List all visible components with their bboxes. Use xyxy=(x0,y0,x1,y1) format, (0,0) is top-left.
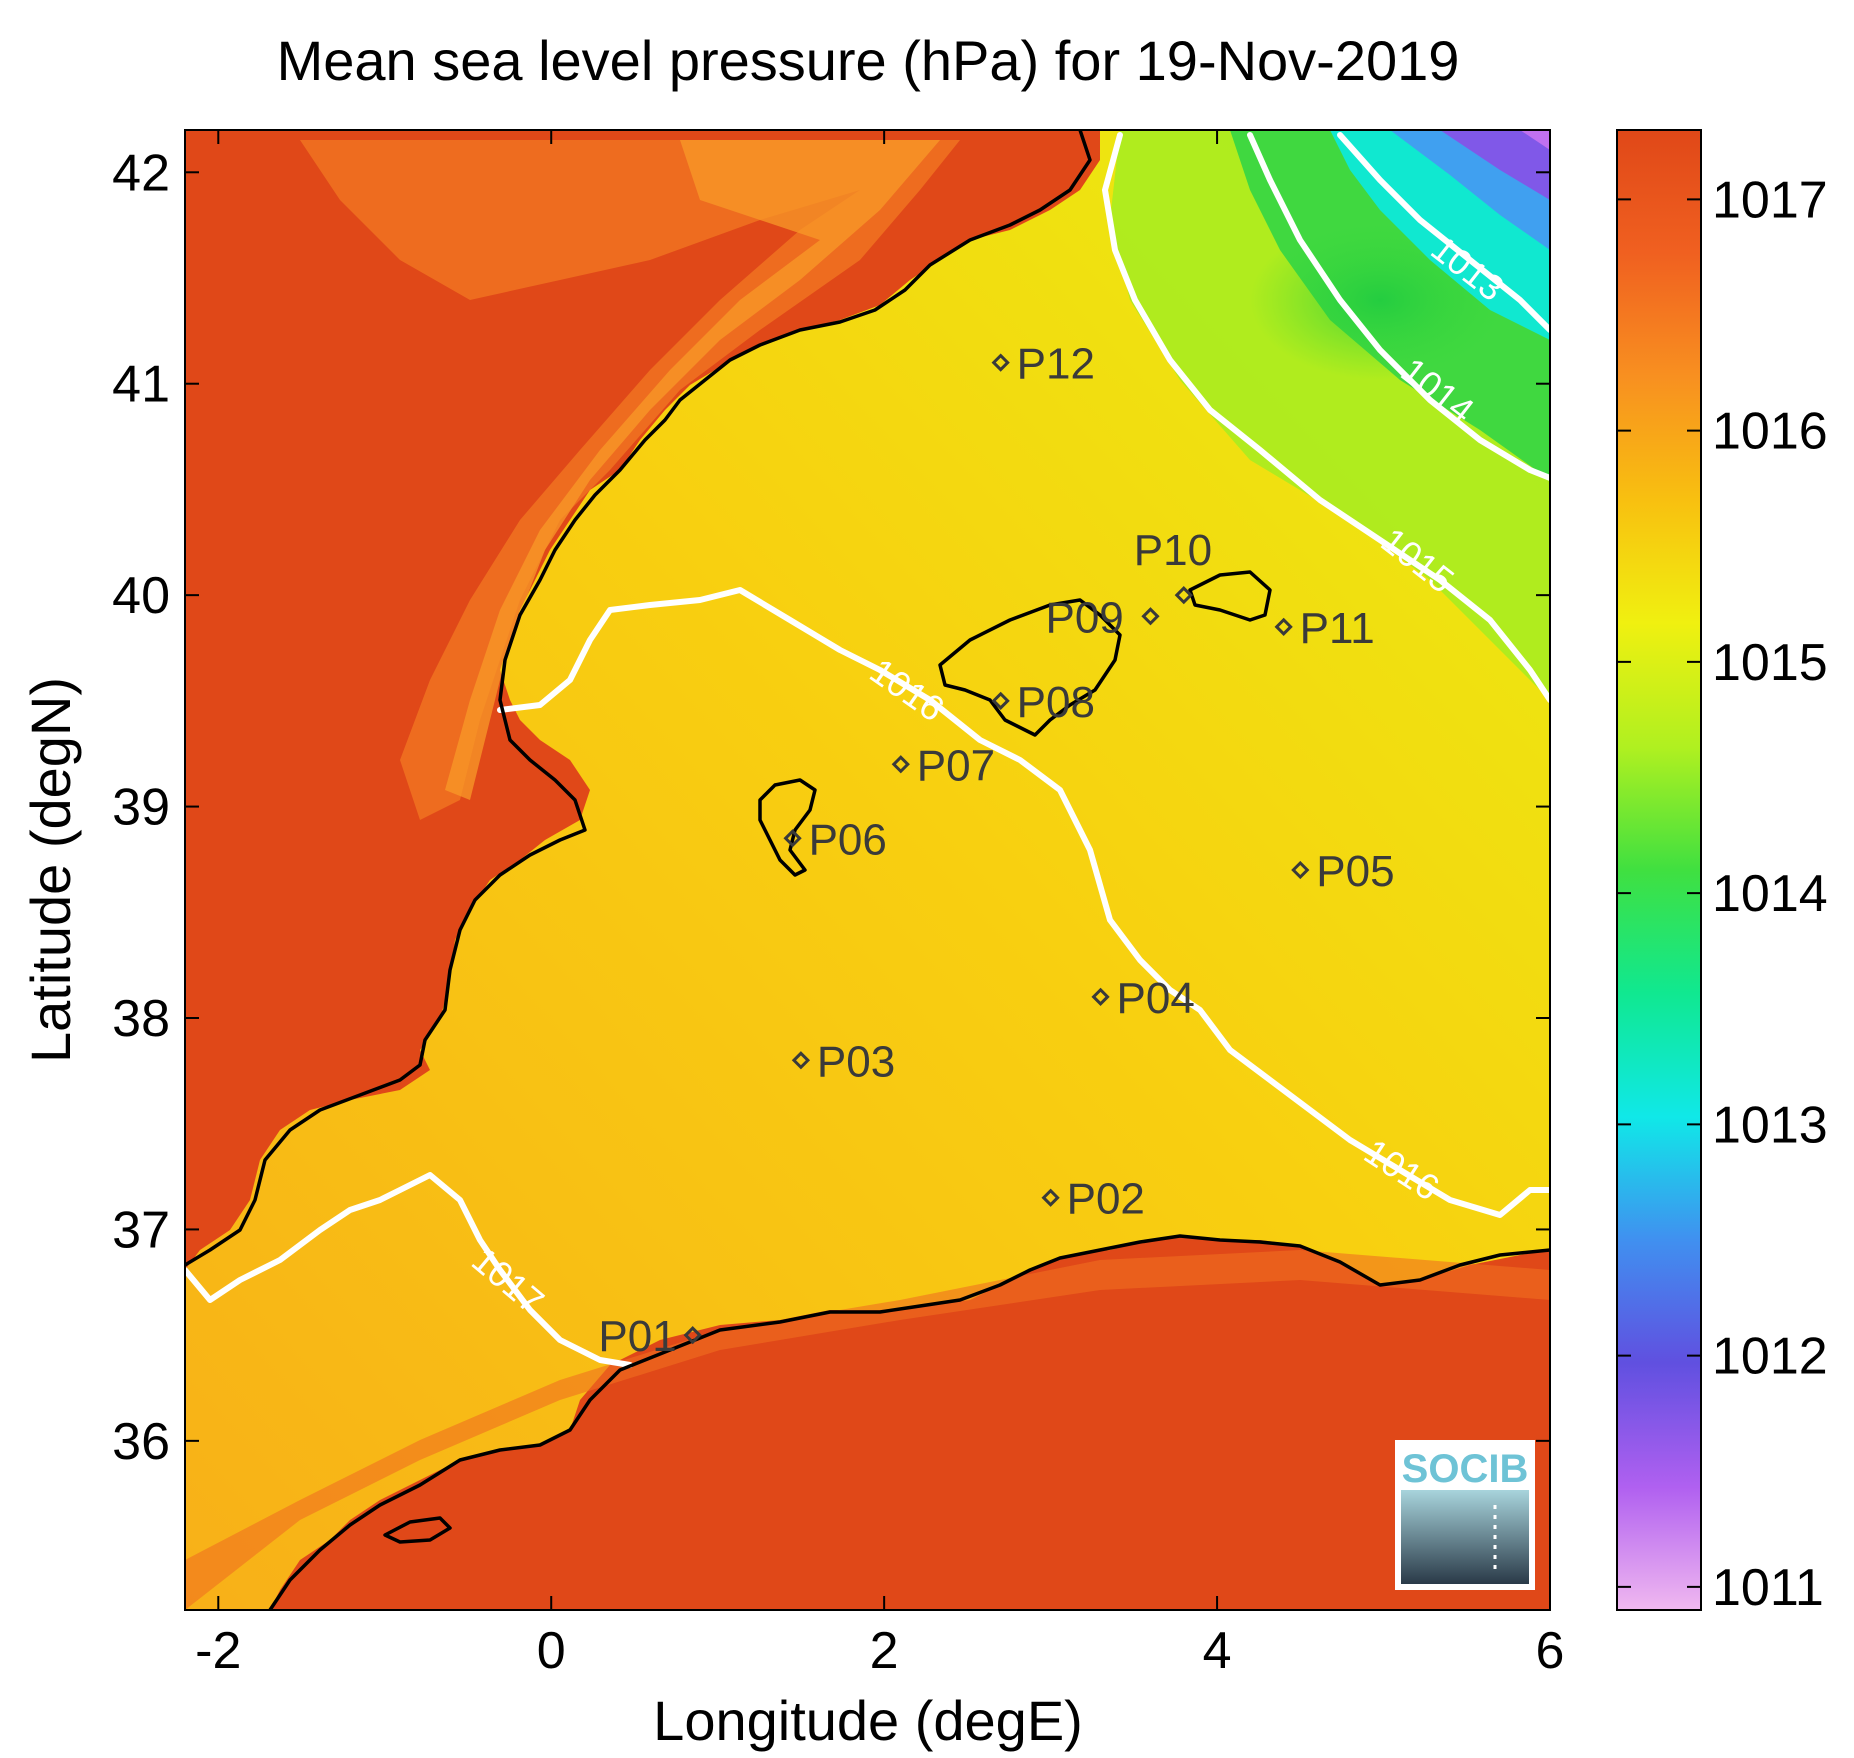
station-marker xyxy=(791,1051,811,1070)
x-tick-label: 0 xyxy=(537,1622,566,1680)
colorbar-tick-label: 1013 xyxy=(1712,1096,1828,1154)
contour-lines xyxy=(185,132,1550,1368)
menorca-coastline xyxy=(1188,570,1272,622)
x-tick-label: 2 xyxy=(870,1622,899,1680)
colorbar-tick-label: 1017 xyxy=(1712,171,1828,229)
station-label: P05 xyxy=(1316,847,1394,896)
colorbar-fill xyxy=(1617,130,1701,1610)
colorbar-tick-label: 1015 xyxy=(1712,634,1828,692)
station-marker xyxy=(1041,1188,1060,1207)
contour-1015-line xyxy=(1102,132,1550,703)
station-p01: P01 xyxy=(598,1312,702,1361)
station-label: P07 xyxy=(917,741,995,790)
south-coast-band xyxy=(185,1250,1550,1610)
logo-gradient xyxy=(1401,1490,1529,1584)
station-p04: P04 xyxy=(1091,974,1195,1023)
iberia-coastline xyxy=(185,130,1092,1267)
station-label: P04 xyxy=(1117,974,1195,1023)
station-marker xyxy=(1174,586,1193,605)
station-label: P09 xyxy=(1045,593,1123,642)
y-axis: 36 37 38 39 40 41 42 Latitude (degN) xyxy=(19,144,1550,1471)
colorbar: 1011 1012 1013 1014 1015 1016 1017 xyxy=(1616,129,1828,1617)
station-label: P10 xyxy=(1134,526,1212,575)
station-label: P03 xyxy=(817,1037,895,1086)
alboran-island xyxy=(383,1516,452,1544)
station-marker xyxy=(683,1326,702,1345)
station-p02: P02 xyxy=(1041,1175,1145,1224)
station-marker xyxy=(991,691,1010,710)
x-tick-label: -2 xyxy=(195,1622,241,1680)
station-label: P01 xyxy=(598,1312,676,1361)
station-marker xyxy=(1091,987,1110,1006)
africa-coastline xyxy=(268,1234,1550,1610)
y-tick-label: 39 xyxy=(112,779,170,837)
sea-area xyxy=(185,130,1550,1610)
station-marker xyxy=(1141,607,1160,626)
station-label: P11 xyxy=(1300,604,1375,653)
station-p05: P05 xyxy=(1291,847,1395,896)
contour-1016-line xyxy=(497,587,1550,1218)
y-tick-label: 37 xyxy=(112,1201,170,1259)
y-tick-label: 38 xyxy=(112,990,170,1048)
contour-1013-line xyxy=(1337,132,1550,333)
station-p09: P09 xyxy=(1045,593,1160,642)
contour-1017-line xyxy=(185,1172,633,1368)
ibiza-coastline xyxy=(758,778,817,877)
x-axis: -2 0 2 4 6 Longitude (degE) xyxy=(195,130,1564,1752)
socib-logo: SOCIB xyxy=(1395,1440,1535,1590)
y-tick-label: 41 xyxy=(112,356,170,414)
y-tick-label: 40 xyxy=(112,567,170,625)
y-axis-label: Latitude (degN) xyxy=(19,677,82,1063)
logo-text: SOCIB xyxy=(1402,1447,1529,1491)
colorbar-frame xyxy=(1616,129,1702,1611)
station-marker xyxy=(783,829,802,848)
colorbar-tick-label: 1012 xyxy=(1712,1328,1828,1386)
colorbar-tick-label: 1014 xyxy=(1712,865,1828,923)
contour-1014-line xyxy=(1247,132,1550,481)
station-marker xyxy=(891,755,910,774)
colorbar-tick-label: 1011 xyxy=(1712,1559,1824,1617)
pressure-band-1010 xyxy=(1520,130,1550,150)
station-marker xyxy=(1274,617,1293,636)
pressure-band-1011 xyxy=(1440,130,1550,200)
x-tick-label: 4 xyxy=(1203,1622,1232,1680)
station-label: P08 xyxy=(1017,678,1095,727)
chart-title: Mean sea level pressure (hPa) for 19-Nov… xyxy=(277,29,1460,92)
y-tick-label: 42 xyxy=(112,144,170,202)
plot-frame xyxy=(184,129,1551,1611)
station-p10: P10 xyxy=(1134,526,1212,605)
colorbar-tick-label: 1016 xyxy=(1712,403,1828,461)
station-p11: P11 xyxy=(1274,604,1375,653)
coastline xyxy=(185,130,1550,1610)
x-axis-label: Longitude (degE) xyxy=(653,1689,1083,1752)
station-marker xyxy=(991,353,1010,372)
station-label: P12 xyxy=(1017,340,1095,389)
y-tick-label: 36 xyxy=(112,1413,170,1471)
mountain-relief xyxy=(300,140,960,820)
station-marker xyxy=(1291,860,1310,880)
station-p03: P03 xyxy=(791,1037,895,1086)
station-p12: P12 xyxy=(991,340,1095,389)
station-p06: P06 xyxy=(783,815,887,864)
station-p07: P07 xyxy=(891,741,995,790)
station-label: P02 xyxy=(1067,1175,1145,1224)
x-tick-label: 6 xyxy=(1536,1622,1565,1680)
mallorca-coastline xyxy=(938,598,1122,737)
station-p08: P08 xyxy=(991,678,1095,727)
station-label: P06 xyxy=(809,815,887,864)
